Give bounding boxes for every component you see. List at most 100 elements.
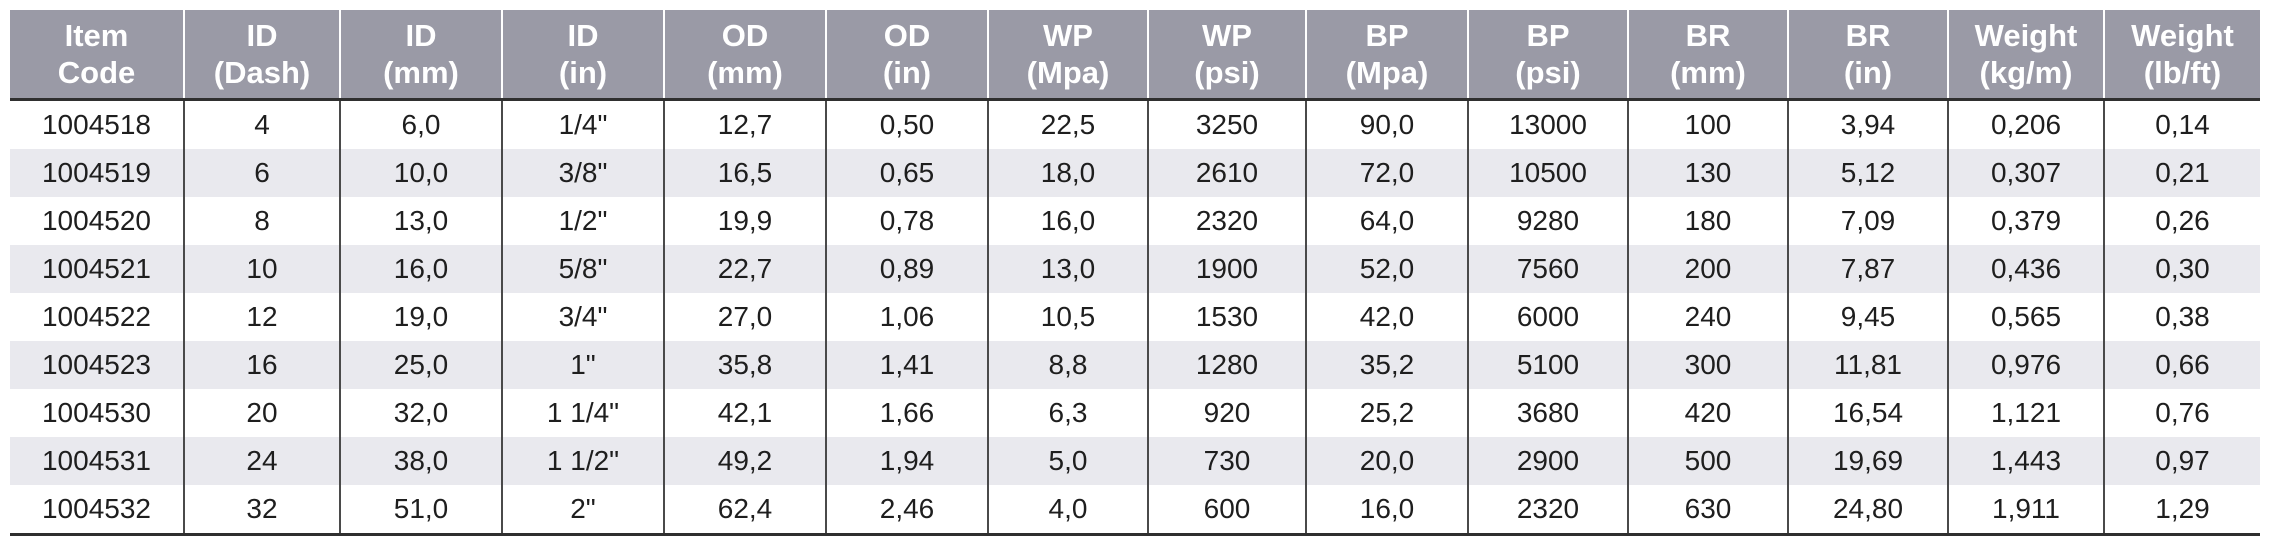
- cell-bp-psi: 2320: [1467, 485, 1628, 536]
- column-header-br-mm: BR (mm): [1627, 10, 1788, 101]
- cell-br-in: 7,87: [1787, 245, 1948, 293]
- cell-id-mm: 10,0: [339, 149, 502, 197]
- cell-weight-lb-ft: 0,76: [2103, 389, 2260, 437]
- cell-bp-mpa: 20,0: [1305, 437, 1468, 485]
- cell-id-dash: 10: [183, 245, 340, 293]
- cell-id-dash: 24: [183, 437, 340, 485]
- column-header-line: Code: [57, 55, 136, 90]
- cell-id-mm: 38,0: [339, 437, 502, 485]
- table-row: 1004522 12 19,0 3/4" 27,0 1,06 10,5 1530 42,0 600…: [10, 293, 2260, 341]
- cell-bp-mpa: 35,2: [1305, 341, 1468, 389]
- cell-weight-lb-ft: 0,26: [2103, 197, 2260, 245]
- column-header-line: (mm): [1670, 55, 1746, 90]
- cell-od-in: 2,46: [825, 485, 988, 536]
- cell-item-code: 1004530: [10, 389, 184, 437]
- column-header-od-mm: OD (mm): [663, 10, 826, 101]
- cell-id-dash: 16: [183, 341, 340, 389]
- column-header-line: WP: [1202, 18, 1252, 53]
- table-row: 1004532 32 51,0 2" 62,4 2,46 4,0 600 16,0 2320 630…: [10, 485, 2260, 536]
- cell-od-in: 1,66: [825, 389, 988, 437]
- column-header-od-in: OD (in): [825, 10, 988, 101]
- cell-wp-mpa: 22,5: [987, 99, 1148, 149]
- cell-od-in: 1,41: [825, 341, 988, 389]
- cell-id-dash: 6: [183, 149, 340, 197]
- column-header-line: ID: [567, 18, 599, 53]
- cell-wp-psi: 2320: [1147, 197, 1306, 245]
- column-header-wp-mpa: WP (Mpa): [987, 10, 1148, 101]
- cell-od-mm: 16,5: [663, 149, 826, 197]
- cell-id-mm: 6,0: [339, 99, 502, 149]
- column-header-line: BR: [1685, 18, 1731, 53]
- cell-id-mm: 19,0: [339, 293, 502, 341]
- cell-bp-psi: 7560: [1467, 245, 1628, 293]
- column-header-line: BP: [1365, 18, 1409, 53]
- cell-id-dash: 12: [183, 293, 340, 341]
- column-header-line: ID: [405, 18, 437, 53]
- cell-weight-kg-m: 0,206: [1947, 99, 2104, 149]
- cell-wp-mpa: 4,0: [987, 485, 1148, 536]
- column-header-line: (psi): [1194, 55, 1260, 90]
- cell-od-mm: 35,8: [663, 341, 826, 389]
- cell-wp-mpa: 5,0: [987, 437, 1148, 485]
- cell-id-in: 2": [501, 485, 664, 536]
- cell-wp-mpa: 16,0: [987, 197, 1148, 245]
- table-row: 1004530 20 32,0 1 1/4" 42,1 1,66 6,3 920 25,2 368…: [10, 389, 2260, 437]
- cell-id-in: 1": [501, 341, 664, 389]
- table-row: 1004518 4 6,0 1/4" 12,7 0,50 22,5 3250 90,0 13000…: [10, 99, 2260, 149]
- cell-item-code: 1004520: [10, 197, 184, 245]
- column-header-bp-psi: BP (psi): [1467, 10, 1628, 101]
- cell-bp-psi: 5100: [1467, 341, 1628, 389]
- hose-spec-table: Item Code ID (Dash) ID (mm) ID (in) OD (mm) OD (in)…: [10, 10, 2260, 536]
- cell-bp-mpa: 90,0: [1305, 99, 1468, 149]
- cell-br-mm: 300: [1627, 341, 1788, 389]
- cell-br-mm: 200: [1627, 245, 1788, 293]
- cell-weight-lb-ft: 0,21: [2103, 149, 2260, 197]
- cell-id-in: 3/4": [501, 293, 664, 341]
- cell-bp-mpa: 52,0: [1305, 245, 1468, 293]
- cell-bp-psi: 3680: [1467, 389, 1628, 437]
- cell-bp-psi: 13000: [1467, 99, 1628, 149]
- cell-br-mm: 240: [1627, 293, 1788, 341]
- cell-br-in: 24,80: [1787, 485, 1948, 536]
- cell-weight-lb-ft: 0,66: [2103, 341, 2260, 389]
- cell-id-dash: 4: [183, 99, 340, 149]
- column-header-id-in: ID (in): [501, 10, 664, 101]
- cell-bp-psi: 10500: [1467, 149, 1628, 197]
- cell-wp-psi: 3250: [1147, 99, 1306, 149]
- header-row: Item Code ID (Dash) ID (mm) ID (in) OD (mm) OD (in)…: [10, 10, 2260, 101]
- column-header-line: BP: [1526, 18, 1570, 53]
- cell-wp-psi: 730: [1147, 437, 1306, 485]
- table-row: 1004519 6 10,0 3/8" 16,5 0,65 18,0 2610 72,0 1050…: [10, 149, 2260, 197]
- column-header-bp-mpa: BP (Mpa): [1305, 10, 1468, 101]
- cell-br-in: 5,12: [1787, 149, 1948, 197]
- cell-br-in: 3,94: [1787, 99, 1948, 149]
- cell-od-mm: 12,7: [663, 99, 826, 149]
- cell-id-mm: 13,0: [339, 197, 502, 245]
- column-header-line: (in): [558, 55, 608, 90]
- cell-br-mm: 500: [1627, 437, 1788, 485]
- cell-weight-kg-m: 1,443: [1947, 437, 2104, 485]
- cell-id-dash: 20: [183, 389, 340, 437]
- cell-weight-kg-m: 0,379: [1947, 197, 2104, 245]
- cell-br-mm: 130: [1627, 149, 1788, 197]
- column-header-line: BR: [1845, 18, 1891, 53]
- cell-bp-psi: 9280: [1467, 197, 1628, 245]
- cell-od-mm: 62,4: [663, 485, 826, 536]
- table-row: 1004520 8 13,0 1/2" 19,9 0,78 16,0 2320 64,0 9280…: [10, 197, 2260, 245]
- cell-item-code: 1004523: [10, 341, 184, 389]
- column-header-wp-psi: WP (psi): [1147, 10, 1306, 101]
- column-header-line: (psi): [1515, 55, 1581, 90]
- column-header-line: (in): [882, 55, 932, 90]
- cell-id-mm: 32,0: [339, 389, 502, 437]
- cell-id-in: 1 1/4": [501, 389, 664, 437]
- cell-wp-psi: 1900: [1147, 245, 1306, 293]
- cell-od-in: 0,65: [825, 149, 988, 197]
- cell-wp-mpa: 10,5: [987, 293, 1148, 341]
- cell-id-mm: 16,0: [339, 245, 502, 293]
- cell-br-in: 16,54: [1787, 389, 1948, 437]
- cell-item-code: 1004519: [10, 149, 184, 197]
- cell-od-in: 0,89: [825, 245, 988, 293]
- column-header-line: Item: [64, 18, 129, 53]
- column-header-line: (Mpa): [1026, 55, 1110, 90]
- cell-wp-psi: 1280: [1147, 341, 1306, 389]
